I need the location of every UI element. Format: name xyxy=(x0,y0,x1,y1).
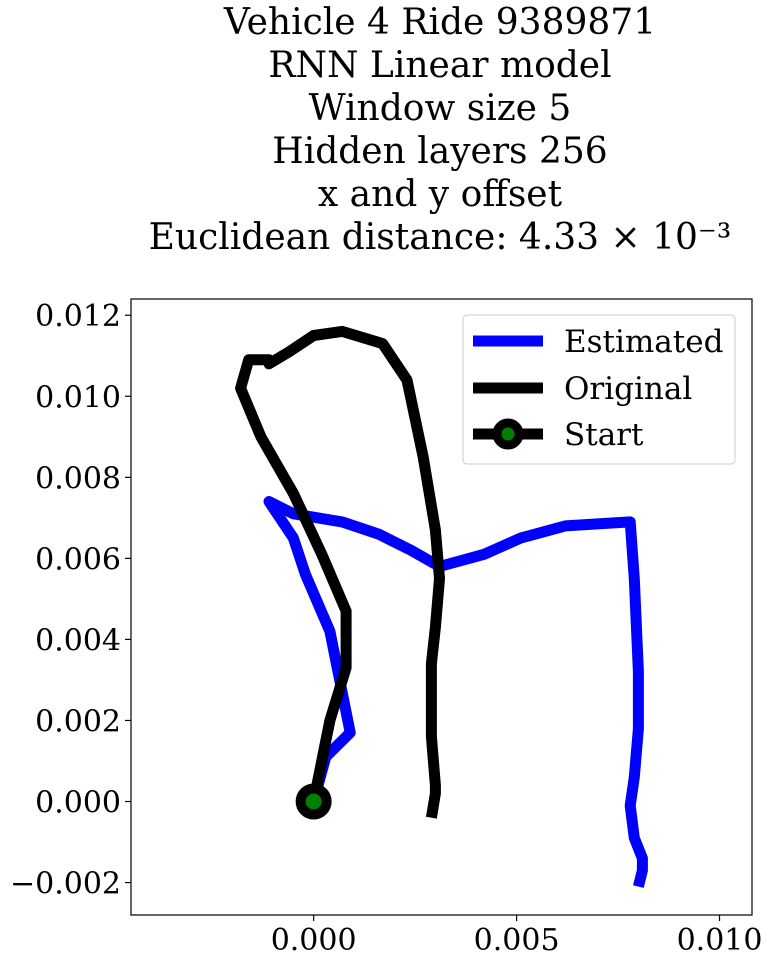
legend-label: Original xyxy=(564,371,692,407)
title-line: RNN Linear model xyxy=(268,45,611,86)
title-line: Window size 5 xyxy=(309,88,572,129)
x-tick-label: 0.010 xyxy=(677,923,763,958)
start-marker xyxy=(295,783,332,820)
title-line: Euclidean distance: 4.33 × 10⁻³ xyxy=(149,217,732,258)
legend-box xyxy=(462,314,736,465)
y-tick-label: 0.000 xyxy=(35,786,121,821)
legend-start-marker xyxy=(492,418,524,450)
x-tick-label: 0.000 xyxy=(271,923,357,958)
legend-label: Start xyxy=(564,417,644,453)
title-line: Vehicle 4 Ride 9389871 xyxy=(223,2,656,43)
series-line-original xyxy=(235,325,445,819)
plot-series xyxy=(235,325,648,888)
y-tick-label: 0.002 xyxy=(35,704,121,739)
y-axis: −0.002 0.000 0.002 0.004 0.006 0.008 0.010 0.01… xyxy=(10,299,131,902)
x-tick-label: 0.005 xyxy=(474,923,560,958)
y-tick-label: −0.002 xyxy=(10,867,121,902)
title-line: x and y offset xyxy=(318,174,563,215)
y-tick-label: 0.008 xyxy=(35,461,121,496)
legend-label: Estimated xyxy=(564,324,723,360)
plot-frame xyxy=(130,298,753,916)
y-tick-label: 0.004 xyxy=(35,623,121,658)
legend: Estimated Original Start xyxy=(462,314,736,465)
y-tick-label: 0.012 xyxy=(35,299,121,334)
title-line: Hidden layers 256 xyxy=(272,131,607,172)
x-axis: 0.000 0.005 0.010 xyxy=(271,915,763,958)
y-tick-label: 0.010 xyxy=(35,380,121,415)
y-tick-label: 0.006 xyxy=(35,542,121,577)
series-line-estimated xyxy=(263,496,648,888)
